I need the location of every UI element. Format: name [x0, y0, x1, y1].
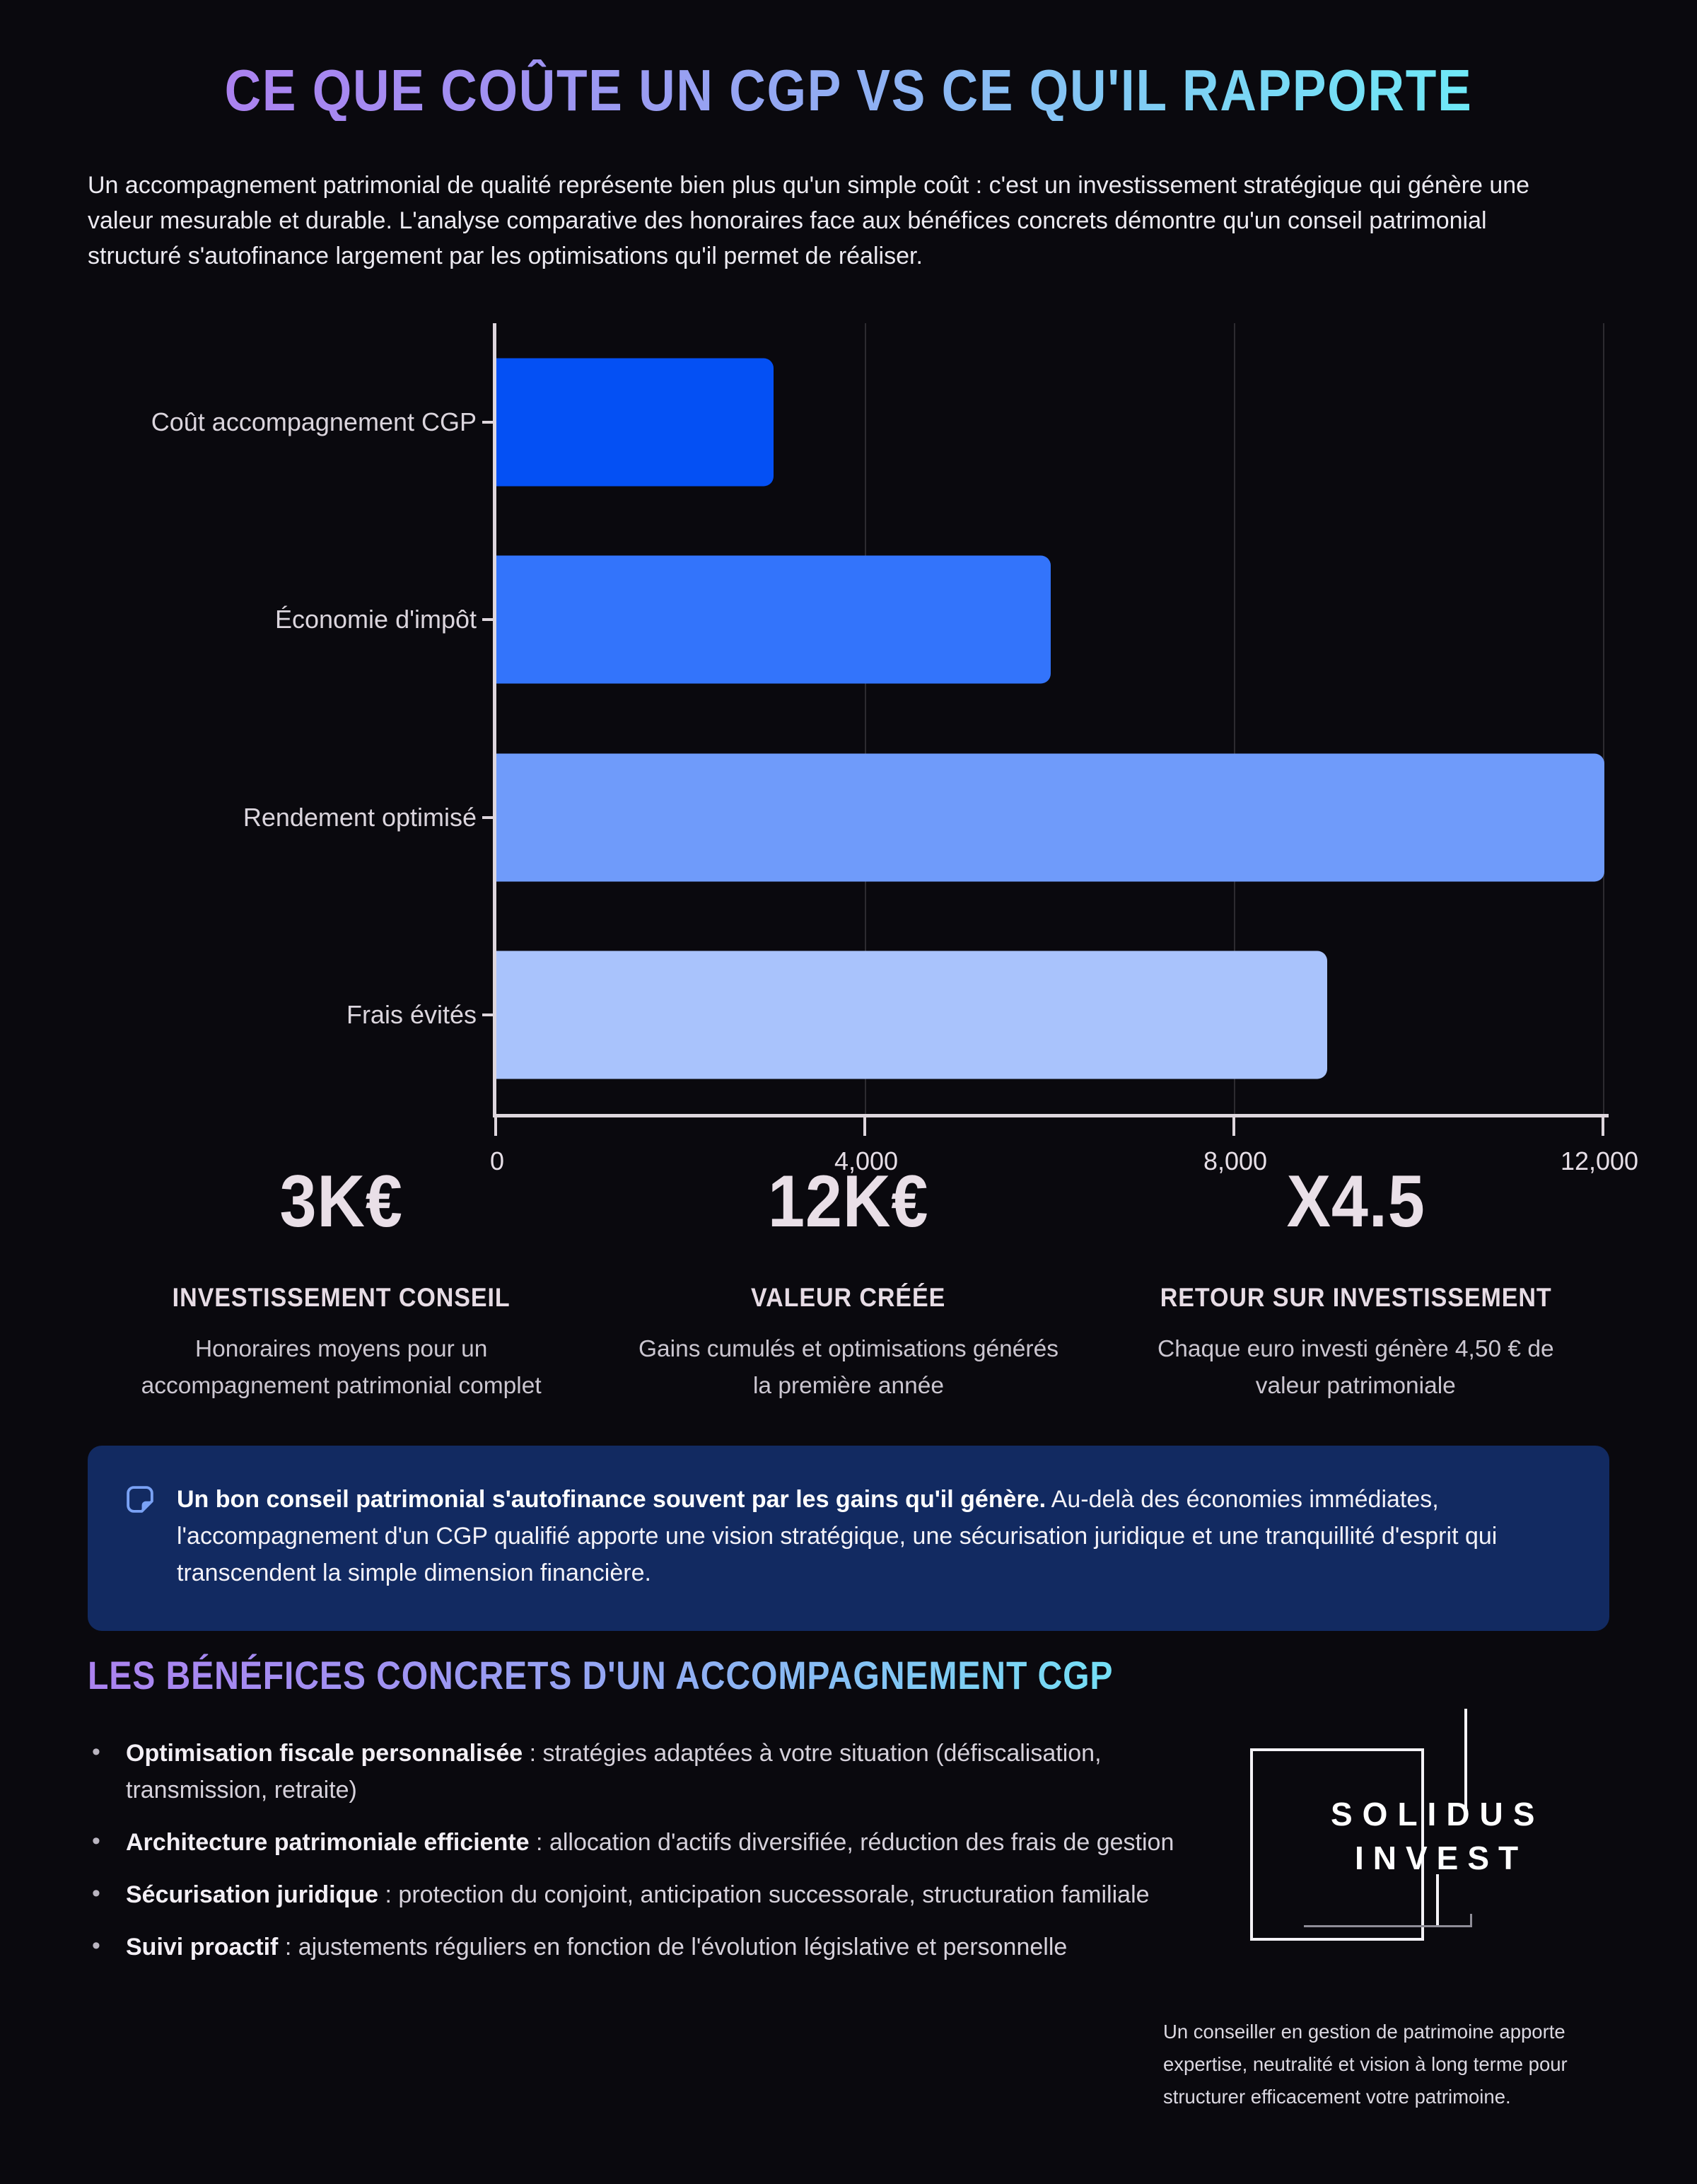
- intro-paragraph: Un accompagnement patrimonial de qualité…: [88, 172, 1530, 269]
- gridline: [865, 323, 866, 1114]
- x-tick-label: 4,000: [834, 1146, 899, 1175]
- category-label: Économie d'impôt: [274, 605, 477, 634]
- chart-row: Frais évités: [0, 917, 1697, 1115]
- callout-text: Un bon conseil patrimonial s'autofinance…: [177, 1481, 1570, 1591]
- brand-caption: Un conseiller en gestion de patrimoine a…: [1163, 2021, 1568, 2108]
- bar-frais-evites: [496, 951, 1327, 1079]
- gridline: [1603, 323, 1604, 1114]
- benefit-text: : stratégies adaptées à votre situation …: [126, 1740, 1102, 1804]
- category-tick: [482, 618, 493, 622]
- stat-description: Chaque euro investi génère 4,50 € de val…: [1157, 1336, 1554, 1400]
- x-axis-line: [493, 1114, 1609, 1117]
- benefit-title: Suivi proactif: [126, 1934, 279, 1961]
- bullet-icon: •: [92, 1828, 100, 1855]
- x-tick-label: 0: [489, 1146, 505, 1175]
- bar-economie-impot: [496, 555, 1051, 684]
- logo-vertical-accent: [1464, 1709, 1467, 1815]
- category-tick: [482, 1013, 493, 1017]
- category-label: Coût accompagnement CGP: [151, 407, 477, 436]
- stat-value: 12K€: [768, 1161, 929, 1243]
- note-icon: [127, 1486, 153, 1513]
- gridline: [1234, 323, 1235, 1114]
- benefit-list: • Optimisation fiscale personnalisée : st…: [88, 1735, 1191, 1965]
- x-tick-mark: [1602, 1117, 1604, 1136]
- logo-wordmark-line2: INVEST: [1355, 1840, 1528, 1876]
- x-tick-mark: [1232, 1117, 1235, 1136]
- category-label: Rendement optimisé: [243, 802, 477, 832]
- benefit-item: • Architecture patrimoniale efficiente : …: [88, 1824, 1191, 1861]
- benefit-text: : ajustements réguliers en fonction de l…: [278, 1934, 1068, 1961]
- page-title: CE QUE COÛTE UN CGP VS CE QU'IL RAPPORTE: [224, 57, 1473, 123]
- benefit-title: Sécurisation juridique: [126, 1881, 379, 1909]
- y-axis-line: [493, 323, 496, 1114]
- stat-description: Gains cumulés et optimisations générés l…: [638, 1336, 1059, 1400]
- logo-underline-tick: [1470, 1914, 1472, 1927]
- category-label: Frais évités: [346, 1000, 477, 1030]
- logo-wordmark-line1: SOLIDUS: [1331, 1796, 1545, 1832]
- callout-rest-text: Au-delà des économies immédiates, l'acco…: [177, 1486, 1498, 1587]
- stat-value: 3K€: [279, 1161, 403, 1243]
- bar-chart: Coût accompagnement CGP Économie d'impôt…: [0, 323, 1697, 1228]
- benefit-item: • Optimisation fiscale personnalisée : st…: [88, 1735, 1191, 1808]
- x-tick-label: 8,000: [1203, 1146, 1268, 1175]
- logo-underline: [1304, 1925, 1472, 1927]
- stat-label: RETOUR SUR INVESTISSEMENT: [1160, 1283, 1552, 1313]
- bar-rendement-optimise: [496, 753, 1604, 882]
- logo-vertical-accent: [1436, 1874, 1439, 1927]
- x-tick-mark: [494, 1117, 497, 1136]
- stat-card-valeur: 12K€ VALEUR CRÉÉE Gains cumulés et optim…: [595, 1161, 1102, 1405]
- category-tick: [482, 815, 493, 819]
- benefit-item: • Sécurisation juridique : protection du …: [88, 1876, 1191, 1913]
- stats-row: 3K€ INVESTISSEMENT CONSEIL Honoraires mo…: [88, 1161, 1609, 1405]
- benefit-text: : protection du conjoint, anticipation s…: [378, 1881, 1150, 1909]
- bullet-icon: •: [92, 1880, 100, 1907]
- stat-label: VALEUR CRÉÉE: [751, 1283, 946, 1313]
- stat-value: X4.5: [1286, 1161, 1425, 1243]
- title-wrap: CE QUE COÛTE UN CGP VS CE QU'IL RAPPORTE: [0, 59, 1697, 121]
- benefit-title: Architecture patrimoniale efficiente: [126, 1829, 530, 1857]
- bullet-icon: •: [92, 1738, 100, 1765]
- benefits-section: LES BÉNÉFICES CONCRETS D'UN ACCOMPAGNEME…: [88, 1652, 1191, 1981]
- chart-rows: Coût accompagnement CGP Économie d'impôt…: [0, 323, 1697, 1114]
- stat-label: INVESTISSEMENT CONSEIL: [172, 1283, 511, 1313]
- chart-row: Coût accompagnement CGP: [0, 323, 1697, 521]
- stat-card-investissement: 3K€ INVESTISSEMENT CONSEIL Honoraires mo…: [88, 1161, 595, 1405]
- benefit-title: Optimisation fiscale personnalisée: [126, 1740, 523, 1767]
- benefit-item: • Suivi proactif : ajustements réguliers …: [88, 1929, 1191, 1965]
- callout-bold-text: Un bon conseil patrimonial s'autofinance…: [177, 1486, 1046, 1513]
- x-tick-mark: [863, 1117, 866, 1136]
- category-tick: [482, 420, 493, 424]
- stat-description: Honoraires moyens pour un accompagnement…: [141, 1336, 542, 1400]
- x-tick-label: 12,000: [1560, 1146, 1639, 1175]
- benefit-text: : allocation d'actifs diversifiée, réduc…: [529, 1829, 1174, 1857]
- stat-card-roi: X4.5 RETOUR SUR INVESTISSEMENT Chaque eu…: [1102, 1161, 1609, 1405]
- brand-logo: SOLIDUS INVEST: [1250, 1704, 1554, 1952]
- benefits-heading: LES BÉNÉFICES CONCRETS D'UN ACCOMPAGNEME…: [88, 1653, 1114, 1697]
- chart-row: Économie d'impôt: [0, 521, 1697, 719]
- callout-box: Un bon conseil patrimonial s'autofinance…: [88, 1446, 1609, 1632]
- logo-square-frame: [1250, 1748, 1424, 1941]
- bar-cout-accompagnement: [496, 358, 774, 487]
- bullet-icon: •: [92, 1932, 100, 1960]
- chart-row: Rendement optimisé: [0, 719, 1697, 917]
